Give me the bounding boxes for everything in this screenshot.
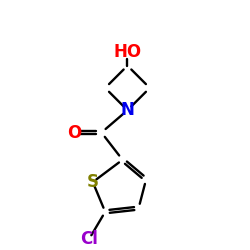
- Text: S: S: [87, 173, 99, 191]
- Text: Cl: Cl: [80, 230, 98, 248]
- Text: HO: HO: [114, 43, 141, 61]
- Text: O: O: [67, 124, 81, 142]
- Text: N: N: [120, 101, 134, 119]
